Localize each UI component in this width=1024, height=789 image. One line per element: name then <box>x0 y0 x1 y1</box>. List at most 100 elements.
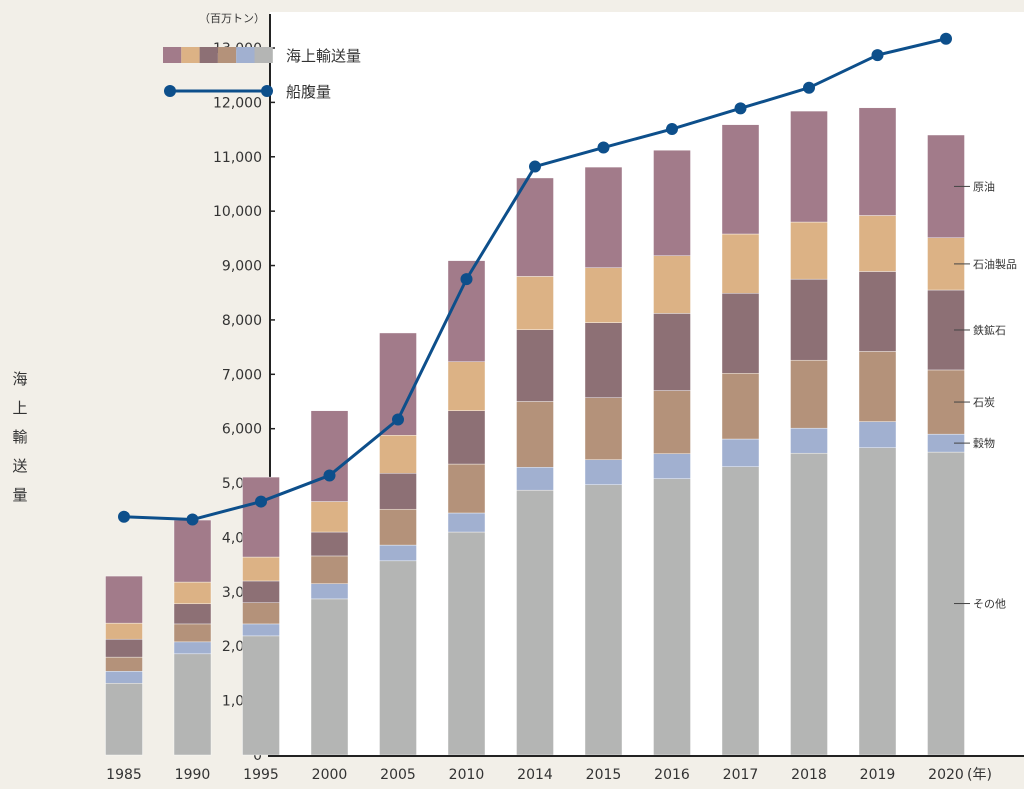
bar-stack-1995 <box>242 476 280 756</box>
legend-swatch <box>254 47 273 63</box>
bar-segment <box>242 602 280 625</box>
bar-segment <box>379 508 417 546</box>
y-axis-title-char: 海 <box>12 370 27 388</box>
line-point-2017 <box>734 102 747 115</box>
bar-segment <box>516 401 554 468</box>
x-tick-label: 2010 <box>449 767 485 783</box>
bar-segment <box>858 421 897 448</box>
line-point-2015 <box>597 141 610 154</box>
bar-segment <box>105 683 143 756</box>
bar-segment <box>858 107 897 216</box>
annotation-label: その他 <box>973 598 1006 611</box>
bar-segment <box>653 255 691 314</box>
bar-segment <box>173 653 212 756</box>
bar-segment <box>242 556 280 582</box>
bar-stack-2018 <box>790 110 828 756</box>
y-axis-title-char: 送 <box>12 457 27 475</box>
bar-stack-2020 <box>927 134 965 756</box>
line-point-2014 <box>529 160 541 173</box>
bar-segment <box>721 124 760 235</box>
bar-segment <box>447 361 486 411</box>
bar-segment <box>721 233 760 294</box>
legend-label-transport: 海上輸送量 <box>286 47 361 65</box>
x-tick-label: 2020 <box>928 767 964 783</box>
bar-segment <box>721 293 760 374</box>
bar-segment <box>790 452 828 756</box>
y-tick-label: 10,000 <box>213 204 262 220</box>
bar-segment <box>447 531 486 756</box>
annotation-label: 石油製品 <box>973 257 1017 271</box>
bar-segment <box>790 278 828 361</box>
line-point-2005 <box>392 413 404 426</box>
bar-segment <box>790 221 828 280</box>
x-tick-label: 2017 <box>723 767 759 783</box>
bar-stack-2019 <box>858 107 897 756</box>
y-tick-label: 0 <box>253 748 262 764</box>
bar-segment <box>653 313 691 391</box>
bar-segment <box>105 575 143 624</box>
bar-stack-2016 <box>653 150 691 756</box>
legend-swatch <box>181 47 200 63</box>
line-point-1990 <box>186 513 199 526</box>
legend-swatch-stack <box>163 47 273 63</box>
bar-segment <box>516 276 554 330</box>
x-tick-label: 2005 <box>380 767 416 783</box>
bar-segment <box>447 512 486 533</box>
legend-marker-left <box>164 85 176 97</box>
x-tick-label: 1995 <box>243 767 279 783</box>
line-point-2019 <box>871 49 884 62</box>
y-tick-label: 6,000 <box>222 422 262 438</box>
line-point-2020 <box>940 32 952 45</box>
y-tick-label: 8,000 <box>222 313 262 329</box>
line-series <box>118 32 952 526</box>
bar-stack-2010 <box>447 260 486 756</box>
bar-segment <box>447 463 486 514</box>
bar-segment <box>858 271 897 352</box>
annotation-label: 穀物 <box>973 436 995 450</box>
bar-segment <box>173 519 212 583</box>
line-point-2000 <box>323 469 336 482</box>
x-tick-label: 2014 <box>517 767 553 783</box>
line-point-1985 <box>118 510 130 523</box>
bar-segment <box>653 478 691 756</box>
bar-segment <box>105 671 143 684</box>
bar-segment <box>858 215 897 272</box>
bar-segment <box>379 473 417 510</box>
annotation-label: 石炭 <box>973 396 995 409</box>
bar-segment <box>584 267 623 323</box>
bar-segment <box>310 531 349 557</box>
bars <box>105 107 965 756</box>
bar-segment <box>584 484 623 756</box>
bar-stack-1985 <box>105 575 143 756</box>
bar-segment <box>584 397 623 460</box>
line-point-2016 <box>666 123 678 136</box>
bar-segment <box>516 329 554 402</box>
bar-segment <box>721 466 760 756</box>
bar-segment <box>858 351 897 422</box>
bar-segment <box>516 467 554 491</box>
bar-segment <box>516 489 554 756</box>
x-tick-label: 2015 <box>586 767 622 783</box>
bar-segment <box>584 166 623 268</box>
bar-segment <box>447 410 486 465</box>
bar-segment <box>653 150 691 256</box>
annotation-label: 原油 <box>973 179 995 193</box>
x-axis: 1985 1990 1995 2000 2005 2010 2014 2015 2016 2017… <box>106 755 1024 783</box>
legend: 海上輸送量 船腹量 <box>163 47 361 101</box>
bar-segment <box>242 580 280 603</box>
bar-segment <box>105 638 143 658</box>
bar-segment <box>584 459 623 485</box>
legend-swatch <box>163 47 182 63</box>
bar-segment <box>242 476 280 558</box>
x-tick-label: 2016 <box>654 767 690 783</box>
bar-segment <box>653 390 691 454</box>
legend-swatch <box>217 47 237 63</box>
y-unit-label: （百万トン） <box>199 12 265 25</box>
x-tick-label: 2000 <box>312 767 348 783</box>
y-axis-title-char: 輸 <box>12 428 27 446</box>
line-point-1995 <box>255 495 267 508</box>
x-unit-label: (年) <box>967 767 992 783</box>
bar-stack-2015 <box>584 166 623 756</box>
y-tick-label: 12,000 <box>213 95 262 111</box>
